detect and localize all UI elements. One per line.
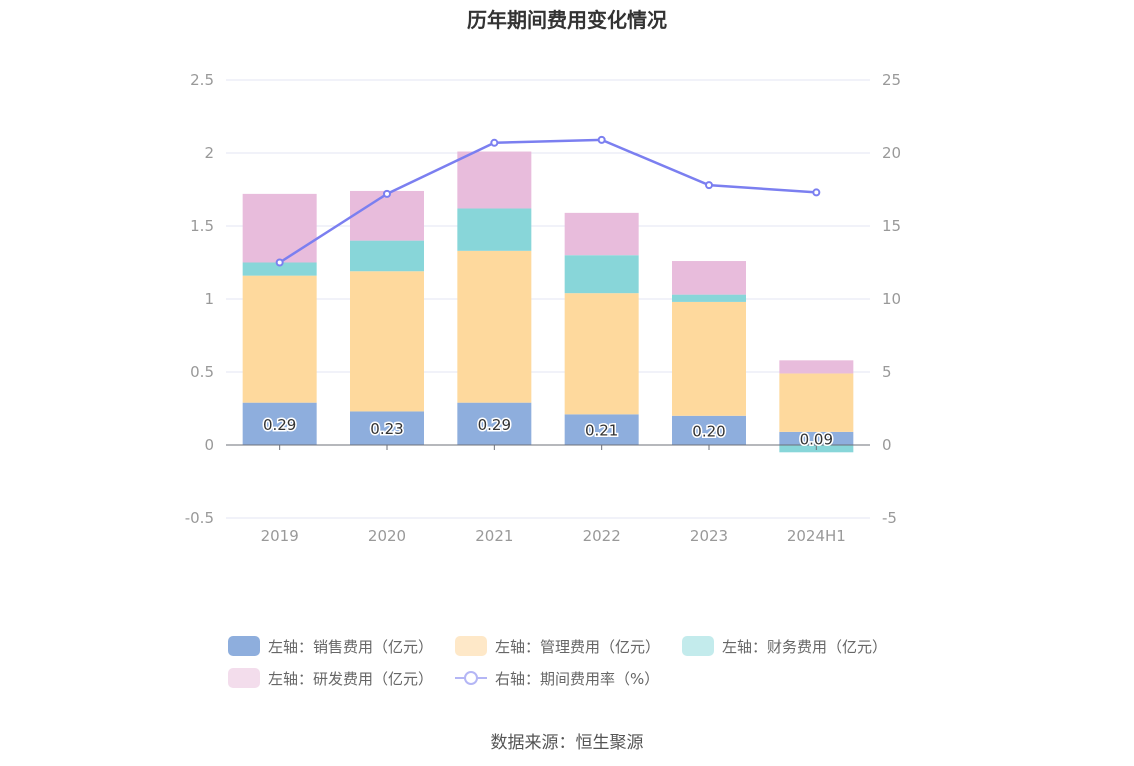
legend-item-finance[interactable]: 左轴：财务费用（亿元） <box>682 636 887 657</box>
data-label: 0.20 <box>692 422 725 440</box>
right-axis-tick-label: 25 <box>882 71 901 89</box>
left-axis-tick-label: 1.5 <box>190 217 214 235</box>
bar-segment <box>672 261 746 295</box>
legend-label-rnd: 左轴：研发费用（亿元） <box>268 669 434 688</box>
bar-segment <box>457 151 532 209</box>
x-axis-tick-label: 2023 <box>690 527 728 545</box>
bar-segment <box>457 250 532 403</box>
bar-segment <box>350 411 424 445</box>
bar-segment <box>242 193 317 263</box>
rate-point <box>597 135 606 144</box>
source-note: 数据来源：恒生聚源 <box>490 733 644 753</box>
bar-segment <box>779 373 854 432</box>
bar-segment <box>672 301 746 416</box>
rate-point <box>705 181 713 190</box>
bar-segment <box>457 208 532 251</box>
right-axis-tick-label: 15 <box>882 217 901 235</box>
right-axis-tick-label: 10 <box>882 290 901 308</box>
bar-segment <box>242 275 317 403</box>
right-axis-tick-label: 0 <box>882 436 892 454</box>
x-axis-tick-label: 2019 <box>261 527 299 545</box>
left-axis-tick-label: -0.5 <box>185 509 214 527</box>
legend-item-sales[interactable]: 左轴：销售费用（亿元） <box>228 636 433 657</box>
legend-item-admin[interactable]: 左轴：管理费用（亿元） <box>455 636 660 657</box>
left-axis-tick-label: 1 <box>204 290 214 308</box>
legend-item-rate[interactable]: 右轴：期间费用率（%） <box>455 668 659 689</box>
right-axis-tick-label: -5 <box>882 509 897 527</box>
bar-segment <box>350 240 424 272</box>
bar-segment <box>779 360 854 374</box>
x-axis-tick-label: 2020 <box>368 527 406 545</box>
bar-segment <box>564 414 639 445</box>
left-axis-tick-label: 2 <box>204 144 214 162</box>
bar-segment <box>242 262 317 276</box>
rate-point <box>812 188 821 197</box>
bar-segment <box>779 431 854 445</box>
data-label: 0.09 <box>800 430 833 448</box>
rate-point <box>275 258 284 267</box>
bar-segment <box>564 212 639 256</box>
data-label: 0.23 <box>370 420 403 438</box>
rate-point <box>383 189 391 198</box>
bar-segment <box>242 402 317 445</box>
bar-segment <box>457 402 532 445</box>
legend-swatch-finance <box>682 636 715 656</box>
x-axis-tick-label: 2021 <box>475 527 513 545</box>
legend-label-sales: 左轴：销售费用（亿元） <box>268 637 434 656</box>
rate-point <box>490 138 499 147</box>
legend-label-finance: 左轴：财务费用（亿元） <box>722 637 888 656</box>
data-label: 0.29 <box>478 416 511 434</box>
x-axis-tick-label: 2024H1 <box>787 527 846 545</box>
bar-segment <box>564 293 639 415</box>
chart-title: 历年期间费用变化情况 <box>467 8 667 32</box>
left-axis-tick-label: 0 <box>204 436 214 454</box>
legend-label-rate: 右轴：期间费用率（%） <box>495 669 660 688</box>
bar-segment <box>672 415 746 445</box>
data-label: 0.21 <box>585 422 618 440</box>
data-label: 0.29 <box>263 416 296 434</box>
chart-legend: 左轴：销售费用（亿元） 左轴：管理费用（亿元） 左轴：财务费用（亿元） 左轴：研… <box>228 630 928 694</box>
legend-swatch-rnd <box>228 668 260 688</box>
bar-segment <box>350 190 424 241</box>
left-axis-tick-label: 0.5 <box>190 363 214 381</box>
legend-item-rnd[interactable]: 左轴：研发费用（亿元） <box>228 668 433 689</box>
left-axis-tick-label: 2.5 <box>190 71 214 89</box>
bar-segment <box>672 294 746 302</box>
x-axis-tick-label: 2022 <box>583 527 621 545</box>
bar-segment <box>564 255 639 294</box>
bar-segment <box>350 271 424 412</box>
legend-swatch-admin <box>455 636 488 656</box>
right-axis-tick-label: 20 <box>882 144 901 162</box>
legend-label-admin: 左轴：管理费用（亿元） <box>495 637 661 656</box>
legend-swatch-rate <box>455 671 488 685</box>
right-axis-tick-label: 5 <box>882 363 892 381</box>
rate-line <box>278 138 817 264</box>
legend-swatch-sales <box>228 636 260 656</box>
